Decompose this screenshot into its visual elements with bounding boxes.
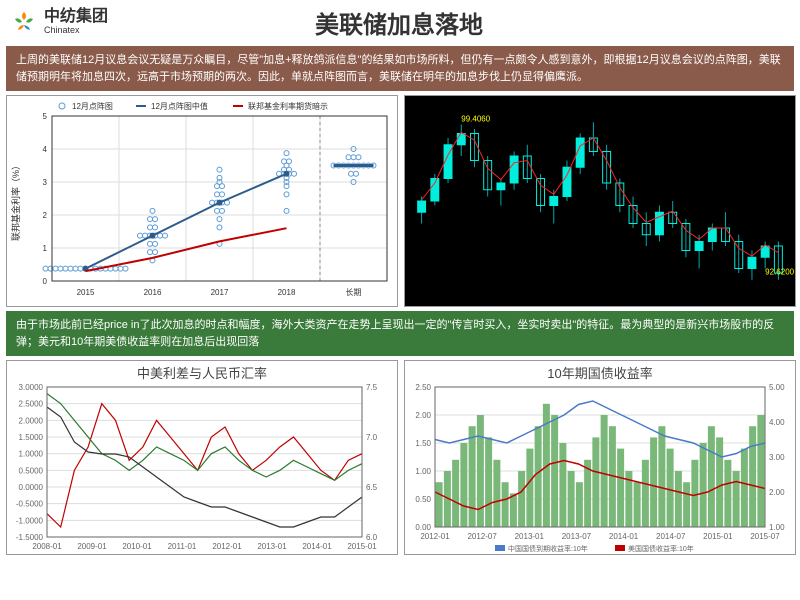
svg-text:2015-01: 2015-01 [703,532,733,541]
chart3-title: 中美利差与人民币汇率 [7,361,397,382]
svg-text:长期: 长期 [346,287,362,297]
svg-text:0.00: 0.00 [415,523,431,532]
svg-text:1.0000: 1.0000 [19,450,44,459]
svg-text:联邦基金利率期货暗示: 联邦基金利率期货暗示 [248,101,328,111]
svg-text:2013-01: 2013-01 [515,532,545,541]
svg-text:3: 3 [43,178,48,187]
svg-text:2015-07: 2015-07 [750,532,780,541]
svg-text:2013-07: 2013-07 [562,532,592,541]
svg-text:0.5000: 0.5000 [19,466,44,475]
svg-text:2015: 2015 [77,288,95,297]
svg-text:2.50: 2.50 [415,383,431,392]
charts-row-2: 中美利差与人民币汇率 -1.5000 -1.0000 -0.5000 0.0000 0.… [0,358,800,557]
logo-subtext: Chinatex [44,25,108,35]
svg-text:6.5: 6.5 [366,483,378,492]
svg-text:92.6200: 92.6200 [765,268,794,277]
banner-2: 由于市场此前已经price in了此次加息的时点和幅度，海外大类资产在走势上呈现… [6,311,794,356]
svg-text:4: 4 [43,145,48,154]
svg-text:美国国债收益率:10年: 美国国债收益率:10年 [628,544,694,553]
svg-text:1.00: 1.00 [415,467,431,476]
logo-text: 中纺集团 [44,9,108,25]
chart-spread-fx: 中美利差与人民币汇率 -1.5000 -1.0000 -0.5000 0.0000 0.… [6,360,398,555]
svg-text:12月点阵图: 12月点阵图 [72,101,113,111]
svg-text:5: 5 [43,112,48,121]
chart-dot-plot: 0 1 2 3 4 5 联邦基金利率（%） 2015 2016 2017 2018 长期 12月点阵图 1… [6,95,398,307]
svg-text:99.4060: 99.4060 [461,115,490,124]
svg-text:2.5000: 2.5000 [19,400,44,409]
svg-text:7.5: 7.5 [366,383,378,392]
svg-text:2012-01: 2012-01 [420,532,450,541]
svg-text:2.00: 2.00 [769,488,785,497]
svg-text:-1.5000: -1.5000 [16,533,44,542]
svg-text:0.50: 0.50 [415,495,431,504]
banner-1: 上周的美联储12月议息会议无疑是万众瞩目，尽管"加息+释放鸽派信息"的结果如市场… [6,46,794,91]
svg-text:3.00: 3.00 [769,453,785,462]
svg-text:6.0: 6.0 [366,533,378,542]
svg-text:2009-01: 2009-01 [77,542,107,551]
svg-text:1.5000: 1.5000 [19,433,44,442]
svg-text:联邦基金利率（%）: 联邦基金利率（%） [10,161,21,241]
svg-text:2014-01: 2014-01 [609,532,639,541]
svg-text:-1.0000: -1.0000 [16,516,44,525]
page-title: 美联储加息落地 [108,5,690,40]
svg-text:中国国债到期收益率:10年: 中国国债到期收益率:10年 [508,544,588,553]
charts-row-1: 0 1 2 3 4 5 联邦基金利率（%） 2015 2016 2017 2018 长期 12月点阵图 1… [0,93,800,309]
svg-text:2012-01: 2012-01 [212,542,242,551]
chart4-title: 10年期国债收益率 [405,361,795,382]
svg-text:3.0000: 3.0000 [19,383,44,392]
svg-text:0: 0 [43,277,48,286]
svg-text:2015-01: 2015-01 [347,542,377,551]
svg-text:2.0000: 2.0000 [19,416,44,425]
svg-text:2014-01: 2014-01 [302,542,332,551]
svg-text:-0.5000: -0.5000 [16,500,44,509]
svg-text:2016: 2016 [144,288,162,297]
svg-text:2014-07: 2014-07 [656,532,686,541]
svg-text:2008-01: 2008-01 [32,542,62,551]
logo: 中纺集团 Chinatex [10,8,108,36]
svg-text:1.00: 1.00 [769,523,785,532]
svg-text:2012-07: 2012-07 [467,532,497,541]
svg-text:5.00: 5.00 [769,383,785,392]
svg-text:2011-01: 2011-01 [168,542,197,551]
svg-text:2017: 2017 [211,288,229,297]
svg-text:2: 2 [43,211,48,220]
svg-text:12月点阵图中值: 12月点阵图中值 [151,101,208,111]
svg-text:2.00: 2.00 [415,411,431,420]
chinatex-logo-icon [10,8,38,36]
svg-text:2010-01: 2010-01 [122,542,152,551]
svg-text:2013-01: 2013-01 [257,542,287,551]
chart-yield: 10年期国债收益率 0.00 0.50 1.00 1.50 2.00 2.50 1.00 2.… [404,360,796,555]
header: 中纺集团 Chinatex 美联储加息落地 [0,0,800,44]
svg-text:1.50: 1.50 [415,439,431,448]
svg-text:4.00: 4.00 [769,418,785,427]
svg-text:1: 1 [43,244,48,253]
chart-candlestick: 99.4060 92.6200 [404,95,796,307]
svg-text:7.0: 7.0 [366,433,378,442]
svg-text:0.0000: 0.0000 [19,483,44,492]
svg-text:2018: 2018 [278,288,296,297]
